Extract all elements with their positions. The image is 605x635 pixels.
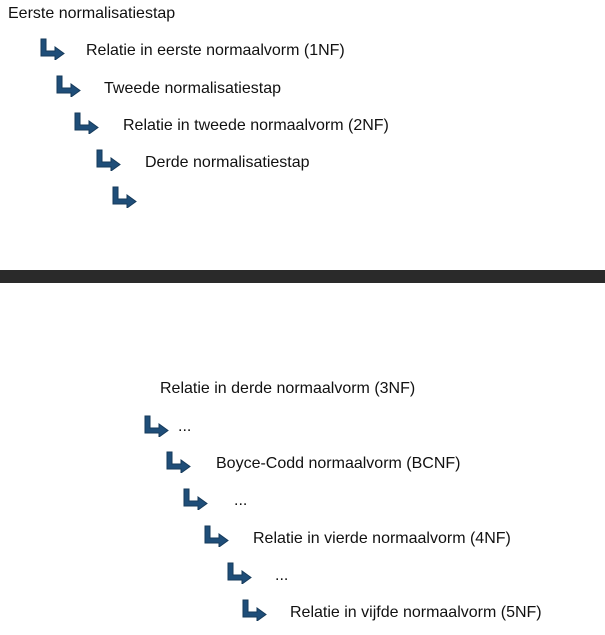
step-5nf: Relatie in vijfde normaalvorm (5NF) (290, 604, 542, 621)
step-ellipsis-1: ... (178, 418, 192, 435)
step-bcnf: Boyce-Codd normaalvorm (BCNF) (216, 455, 461, 472)
step-third-normalization: Derde normalisatiestap (145, 154, 310, 171)
arrow-down-right-icon (72, 112, 100, 134)
top-title: Eerste normalisatiestap (8, 5, 176, 22)
arrow-down-right-icon (94, 149, 122, 171)
arrow-down-right-icon (38, 38, 66, 60)
step-4nf: Relatie in vierde normaalvorm (4NF) (253, 530, 511, 547)
step-ellipsis-2: ... (234, 492, 248, 509)
bottom-title: Relatie in derde normaalvorm (3NF) (160, 380, 416, 397)
section-divider (0, 270, 605, 283)
arrow-down-right-icon (225, 562, 253, 584)
arrow-down-right-icon (240, 599, 268, 621)
arrow-down-right-icon (142, 415, 170, 437)
arrow-down-right-icon (164, 451, 192, 473)
step-2nf: Relatie in tweede normaalvorm (2NF) (123, 117, 389, 134)
step-1nf: Relatie in eerste normaalvorm (1NF) (86, 42, 345, 59)
arrow-down-right-icon (54, 75, 82, 97)
arrow-down-right-icon (202, 525, 230, 547)
step-ellipsis-3: ... (275, 567, 289, 584)
arrow-down-right-icon (110, 186, 138, 208)
arrow-down-right-icon (181, 488, 209, 510)
step-second-normalization: Tweede normalisatiestap (104, 80, 281, 97)
